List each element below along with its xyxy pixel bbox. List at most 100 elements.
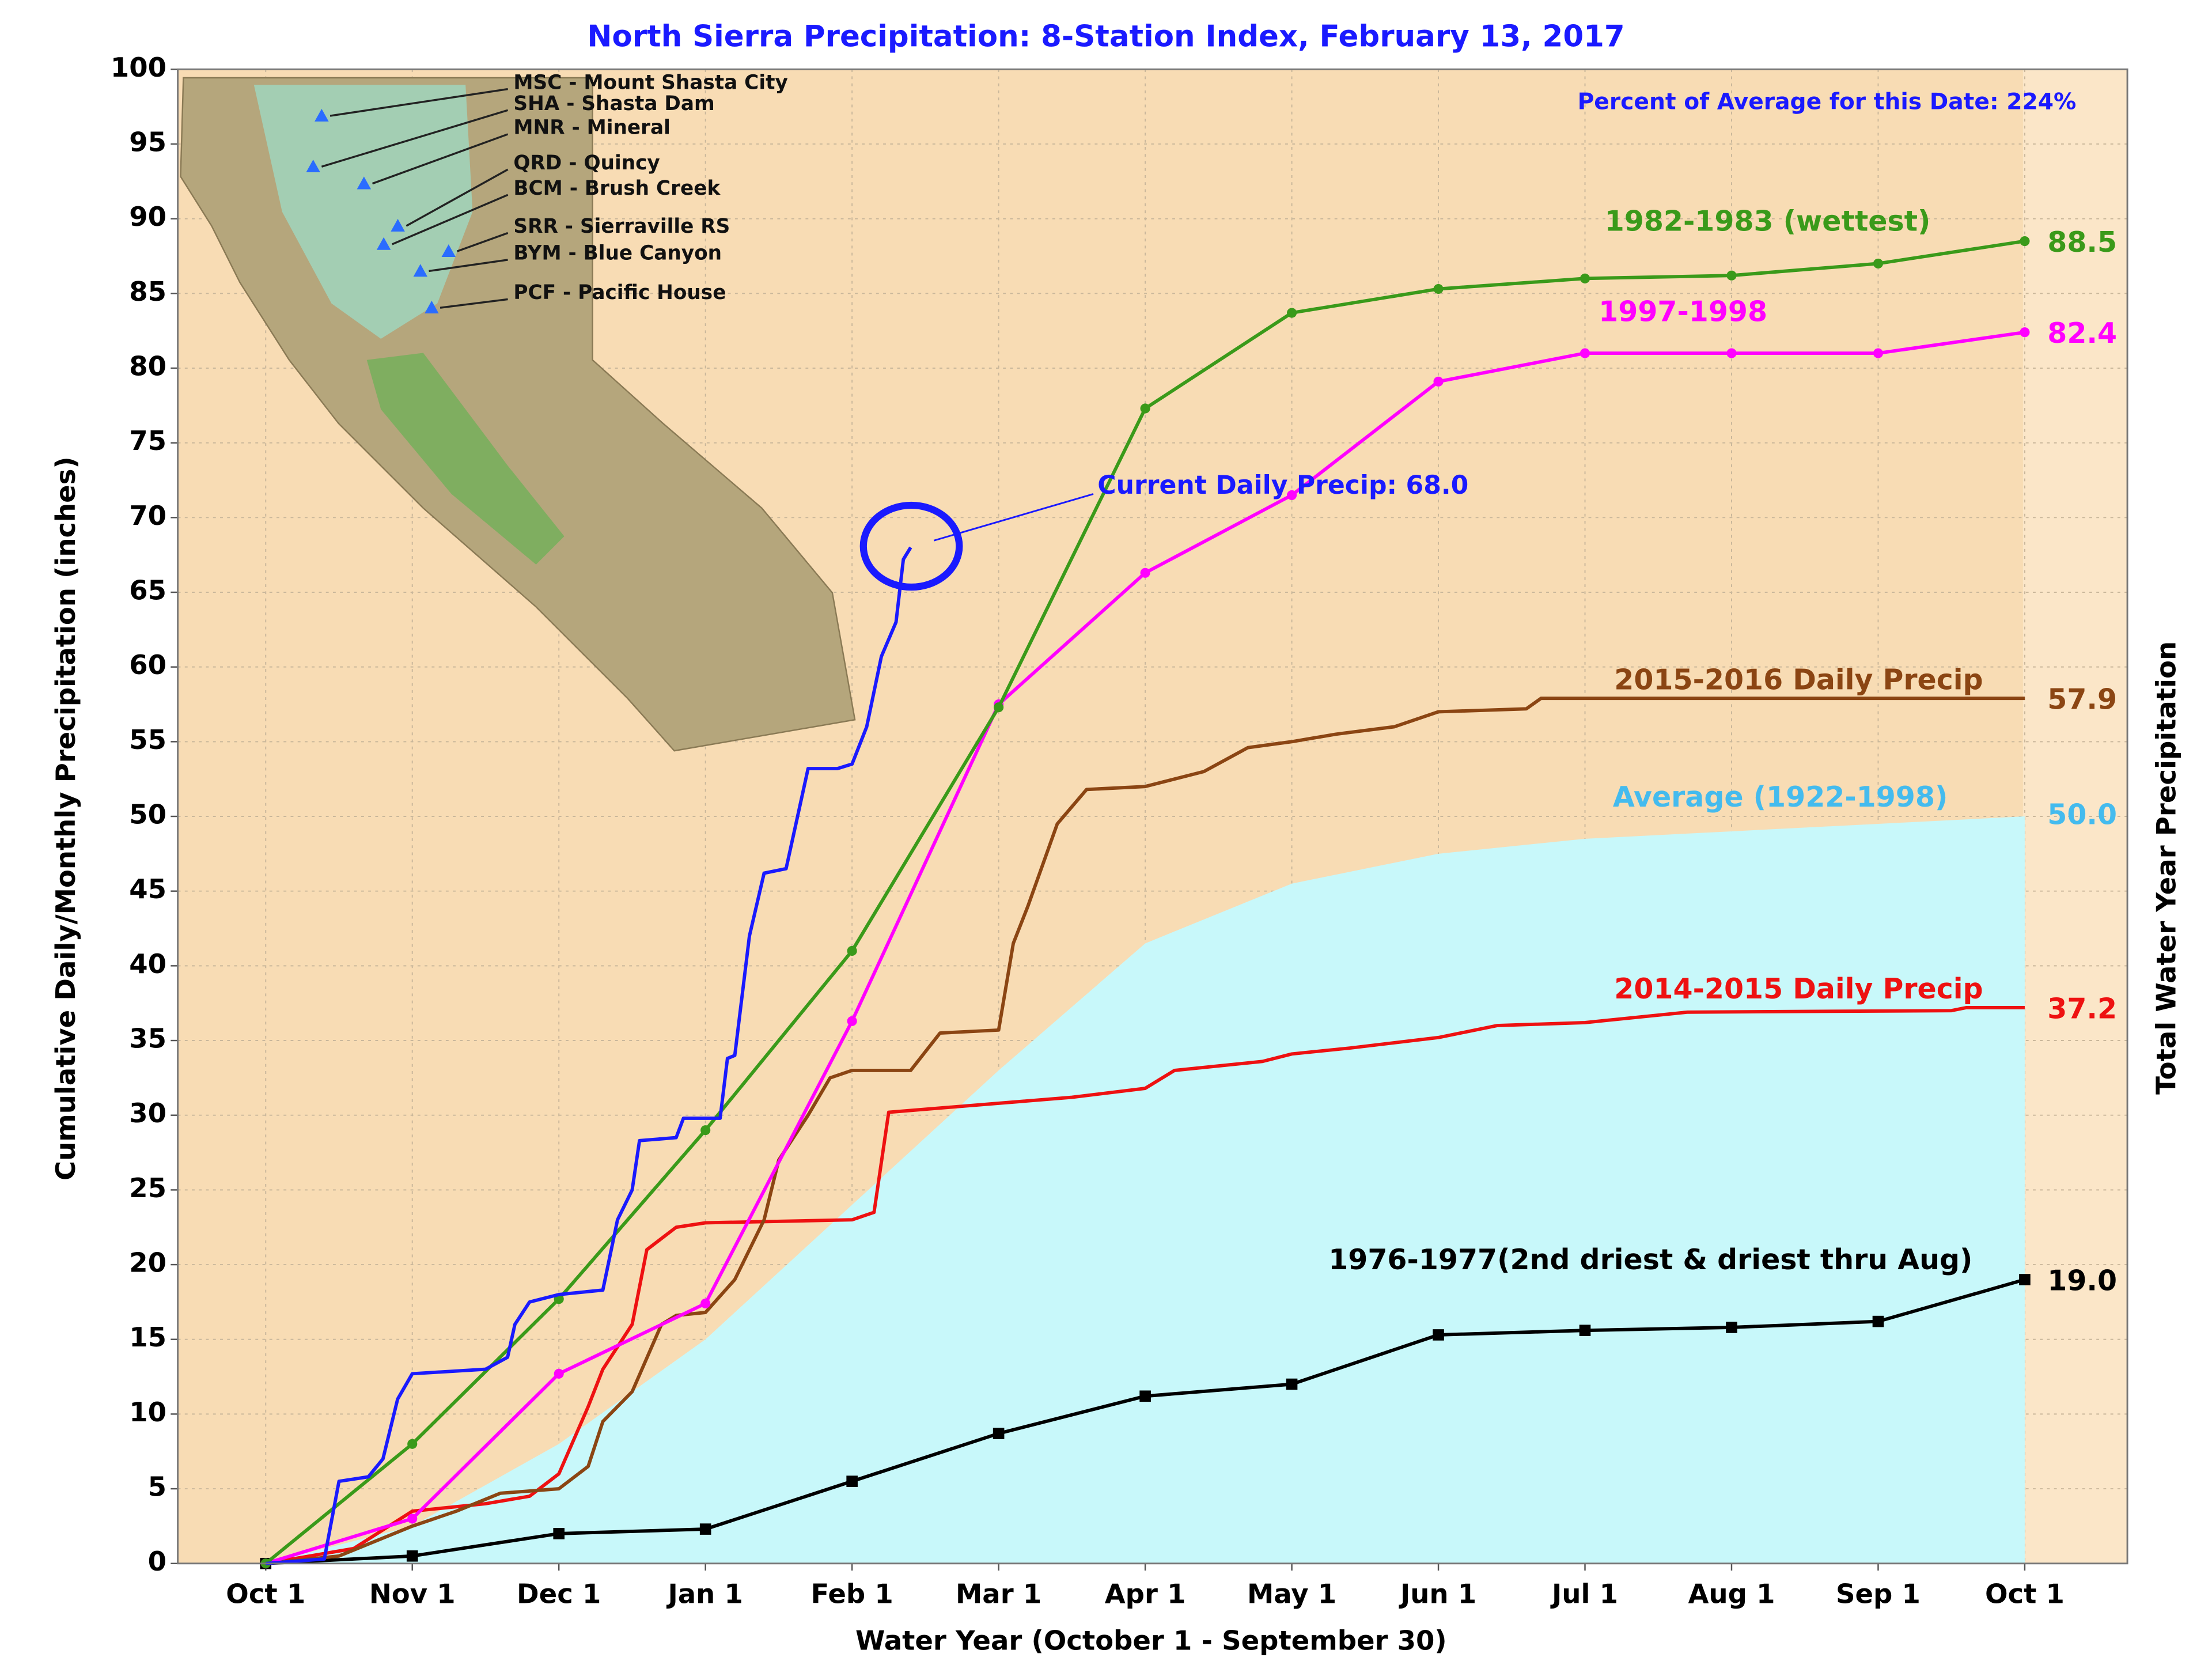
station-pointer xyxy=(456,232,509,252)
station-label: BCM - Brush Creek xyxy=(513,177,721,200)
point xyxy=(1873,348,1884,358)
y-tick-label: 45 xyxy=(129,873,166,905)
area xyxy=(266,816,2025,1564)
station-label: SRR - Sierraville RS xyxy=(513,215,730,238)
map-valley xyxy=(366,353,565,565)
y-tick-label: 60 xyxy=(129,649,166,680)
y-axis-title: Cumulative Daily/Monthly Precipitation (… xyxy=(50,456,81,1181)
y-tick-label: 0 xyxy=(148,1546,166,1577)
series-layer xyxy=(260,236,2031,1569)
point xyxy=(1726,270,1737,281)
point xyxy=(554,1368,564,1379)
point xyxy=(846,1475,858,1487)
point xyxy=(1580,348,1590,358)
y-tick-label: 65 xyxy=(129,574,166,606)
station-pointer xyxy=(429,259,508,273)
point xyxy=(1286,1378,1298,1390)
point xyxy=(1726,348,1737,358)
point xyxy=(2020,327,2030,338)
series-label: 1982-1983 (wettest) xyxy=(1605,205,1931,238)
line xyxy=(265,697,2025,1565)
x-tick-label: Oct 1 xyxy=(1985,1579,2065,1610)
line xyxy=(265,1006,2025,1565)
y-tick-label: 15 xyxy=(129,1322,166,1353)
point xyxy=(2020,236,2030,247)
series-label: 1976-1977(2nd driest & driest thru Aug) xyxy=(1328,1243,1972,1276)
y-tick-label: 55 xyxy=(129,724,166,755)
station-marker xyxy=(391,218,405,232)
x-tick-label: Jul 1 xyxy=(1550,1579,1618,1610)
x-tick-label: Apr 1 xyxy=(1105,1579,1186,1610)
point xyxy=(407,1439,418,1449)
percent-annotation: Percent of Average for this Date: 224% xyxy=(1578,89,2077,115)
point xyxy=(1286,490,1297,500)
plot-frame xyxy=(177,68,2128,1565)
station-pointer xyxy=(406,168,509,227)
line xyxy=(266,546,912,1565)
point xyxy=(700,1298,711,1309)
y-tick-label: 95 xyxy=(129,126,166,157)
point xyxy=(1726,1322,1737,1333)
point xyxy=(700,1125,711,1136)
station-marker xyxy=(315,108,329,122)
x-tick-label: Dec 1 xyxy=(517,1579,601,1610)
station-label: MSC - Mount Shasta City xyxy=(513,71,787,94)
point xyxy=(406,1550,418,1562)
point xyxy=(1139,1390,1151,1402)
point xyxy=(1286,308,1297,318)
station-marker xyxy=(306,160,320,173)
point xyxy=(993,1428,1005,1439)
annotation-arrow xyxy=(933,493,1094,542)
x-axis-title: Water Year (October 1 - September 30) xyxy=(855,1625,1447,1656)
end-value-label: 88.5 xyxy=(2047,226,2117,259)
end-value-label: 50.0 xyxy=(2047,799,2117,831)
y-tick-label: 50 xyxy=(129,799,166,830)
station-label: PCF - Pacific House xyxy=(513,281,726,304)
end-value-label: 37.2 xyxy=(2047,992,2117,1025)
point xyxy=(847,945,857,956)
x-tick-label: Feb 1 xyxy=(810,1579,893,1610)
point xyxy=(1140,567,1150,578)
station-pointer xyxy=(321,109,509,168)
series-label: 2015-2016 Daily Precip xyxy=(1614,664,1983,697)
y-tick-label: 25 xyxy=(129,1172,166,1204)
station-marker xyxy=(441,244,456,257)
end-value-label: 57.9 xyxy=(2047,683,2117,716)
y2-axis-title: Total Water Year Precipitation xyxy=(2151,641,2182,1095)
x-tick-label: Nov 1 xyxy=(369,1579,456,1610)
station-marker xyxy=(357,176,372,190)
point xyxy=(994,702,1004,713)
point xyxy=(1433,1329,1444,1341)
station-marker xyxy=(376,237,391,250)
series-label: Average (1922-1998) xyxy=(1613,781,1948,814)
y-tick-label: 35 xyxy=(129,1023,166,1054)
point xyxy=(1433,283,1444,294)
point xyxy=(1872,1315,1884,1327)
station-label: SHA - Shasta Dam xyxy=(513,92,714,115)
x-tick-label: Jan 1 xyxy=(666,1579,743,1610)
y-tick-label: 5 xyxy=(148,1471,166,1503)
point xyxy=(1580,273,1590,283)
y-tick-label: 90 xyxy=(129,201,166,232)
point xyxy=(1873,258,1884,268)
y-tick-label: 70 xyxy=(129,500,166,531)
point xyxy=(2019,1274,2031,1285)
x-tick-label: Mar 1 xyxy=(956,1579,1041,1610)
y-tick-label: 30 xyxy=(129,1098,166,1129)
x-tick-label: Aug 1 xyxy=(1688,1579,1775,1610)
point xyxy=(1140,403,1150,414)
station-label: MNR - Mineral xyxy=(513,116,671,139)
station-pointer xyxy=(440,298,508,309)
y-tick-label: 20 xyxy=(129,1247,166,1278)
chart-title: North Sierra Precipitation: 8-Station In… xyxy=(587,19,1624,54)
point xyxy=(1433,376,1444,387)
point xyxy=(699,1523,711,1535)
station-label: BYM - Blue Canyon xyxy=(513,242,722,265)
y-tick-label: 10 xyxy=(129,1397,166,1428)
y-tick-label: 85 xyxy=(129,276,166,307)
station-marker xyxy=(425,300,439,313)
point xyxy=(407,1514,418,1524)
end-value-label: 82.4 xyxy=(2047,317,2117,350)
